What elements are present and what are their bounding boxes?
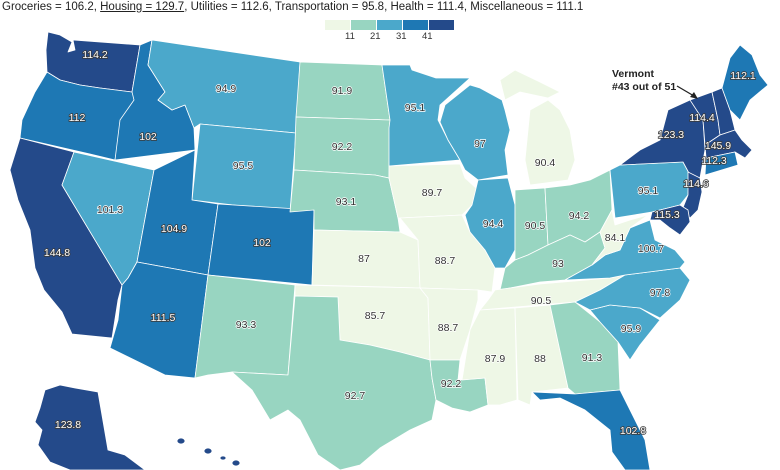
legend-tick: 31 [396,31,407,42]
state-north-carolina[interactable] [574,267,691,319]
label-mt: 94.9 [216,83,237,95]
legend-tick: 41 [422,31,433,42]
label-la: 92.2 [441,378,462,390]
map-subtitle: Groceries = 106.2, Housing = 129.7, Util… [2,0,583,14]
label-ms: 87.9 [485,353,506,365]
label-mo: 88.7 [435,255,456,267]
label-nj: 114.6 [683,178,709,190]
label-ga: 91.3 [582,352,603,364]
label-wy: 95.5 [233,160,254,172]
state-louisiana[interactable] [429,359,489,413]
state-maine[interactable] [721,44,769,121]
subtitle-housing: Housing = 129.7 [100,1,185,13]
state-illinois[interactable] [464,177,516,269]
label-me: 112.1 [730,70,756,82]
state-new-jersey[interactable] [681,171,703,219]
label-oh: 94.2 [569,210,590,222]
legend-swatch-3 [377,20,402,30]
label-ca: 144.8 [44,247,70,259]
label-pa: 95.1 [638,185,659,197]
label-or: 112 [69,112,86,124]
label-ny: 123.3 [658,129,684,141]
label-ut: 104.9 [161,223,187,235]
label-nv: 101.3 [97,204,123,216]
label-mi: 90.4 [535,157,556,169]
label-ar: 88.7 [438,322,459,334]
label-ks: 87 [358,253,370,265]
legend-swatch-1 [325,20,350,30]
label-az: 111.5 [151,312,176,324]
vermont-annotation: Vermont #43 out of 51 [612,68,676,94]
label-wa: 114.2 [82,49,108,61]
label-sc: 95.9 [621,323,642,335]
state-wisconsin[interactable] [439,84,511,181]
label-ky: 93 [552,258,564,270]
label-va: 100.7 [638,243,664,255]
label-ct: 112.3 [701,155,727,167]
label-wv: 84.1 [605,232,626,244]
label-sd: 92.2 [332,141,353,153]
state-michigan[interactable] [499,69,576,186]
state-texas[interactable] [231,295,437,470]
subtitle-rest: , Utilities = 112.6, Transportation = 95… [184,1,584,13]
label-ne: 93.1 [336,196,357,208]
label-ok: 85.7 [365,310,386,322]
label-vt: 114.4 [689,112,715,124]
legend-swatch-5 [429,20,454,30]
state-arkansas[interactable] [419,287,479,361]
label-tn: 90.5 [531,295,552,307]
legend-swatch-2 [351,20,376,30]
legend-tick-labels: 11 21 31 41 [325,31,455,43]
state-maryland[interactable] [649,204,691,236]
state-missouri[interactable] [399,214,496,293]
annotation-line-1: Vermont [612,68,655,80]
color-legend [325,20,455,30]
label-id: 102 [139,131,157,143]
legend-tick: 11 [345,31,355,42]
subtitle-groceries: Groceries = 106.2, [2,1,101,13]
label-fl: 102.8 [620,425,646,437]
state-west-virginia[interactable] [591,209,649,266]
label-al: 88 [534,353,546,365]
label-ak: 123.8 [55,419,81,431]
label-tx: 92.7 [345,390,366,402]
label-nc: 97.8 [650,287,671,299]
label-mn: 95.1 [405,102,426,114]
annotation-line-2: #43 out of 51 [612,81,677,93]
label-ia: 89.7 [422,187,443,199]
label-nm: 93.3 [236,319,257,331]
label-co: 102 [253,237,271,249]
legend-tick: 21 [370,31,381,42]
label-nd: 91.9 [332,85,353,97]
state-alaska[interactable] [34,384,146,470]
label-il: 94.4 [483,218,504,230]
state-hawaii[interactable] [176,437,241,467]
label-wi: 97 [474,138,486,150]
label-md: 115.3 [654,209,680,221]
label-in: 90.5 [525,220,546,232]
legend-swatch-4 [403,20,428,30]
state-florida[interactable] [531,389,651,470]
label-ma: 145.9 [705,140,731,152]
state-connecticut[interactable] [704,151,739,176]
state-iowa[interactable] [388,163,479,219]
annotation-arrow-icon [676,85,698,99]
